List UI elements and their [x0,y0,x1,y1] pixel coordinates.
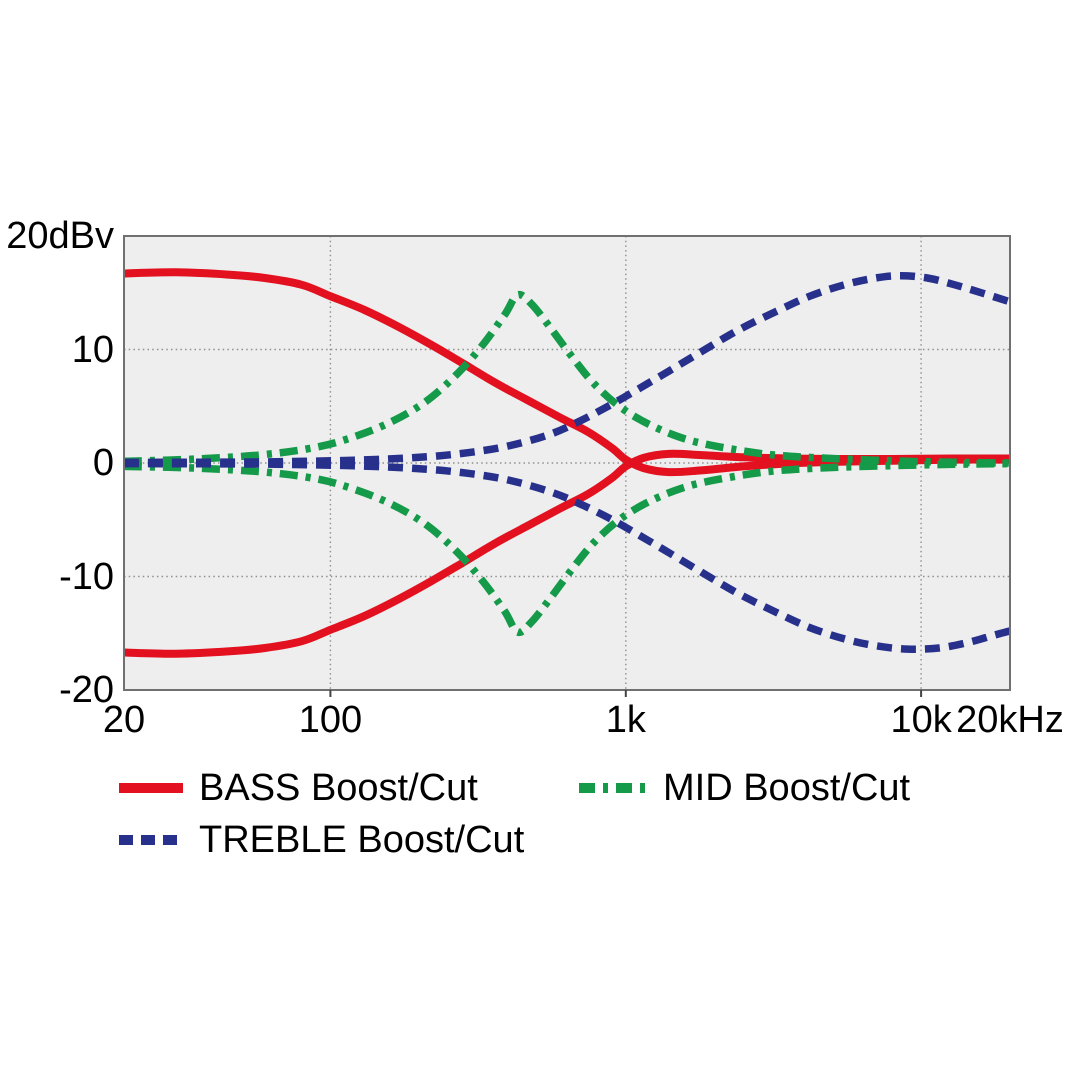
series-treble-boost [123,271,1012,467]
y-tick-label: 10 [71,328,114,371]
x-tick-label: 20 [102,699,146,741]
x-tick-label: 100 [298,699,363,741]
series-mid-boost [123,290,1011,467]
y-tick-label: 0 [92,442,114,484]
x-tick-label: 20kHz [956,699,1064,741]
series-bass-boost [123,268,1011,477]
series-treble-cut [123,459,1011,654]
x-tick-label: 10k [890,699,952,741]
y-tick-label: -10 [59,555,114,598]
plot-border [123,235,1011,691]
x-tick-label: 1k [605,699,646,741]
y-tick-label: -20 [59,669,114,711]
y-tick-label: 20dBv [6,215,114,257]
series-mid-cut [123,459,1011,637]
